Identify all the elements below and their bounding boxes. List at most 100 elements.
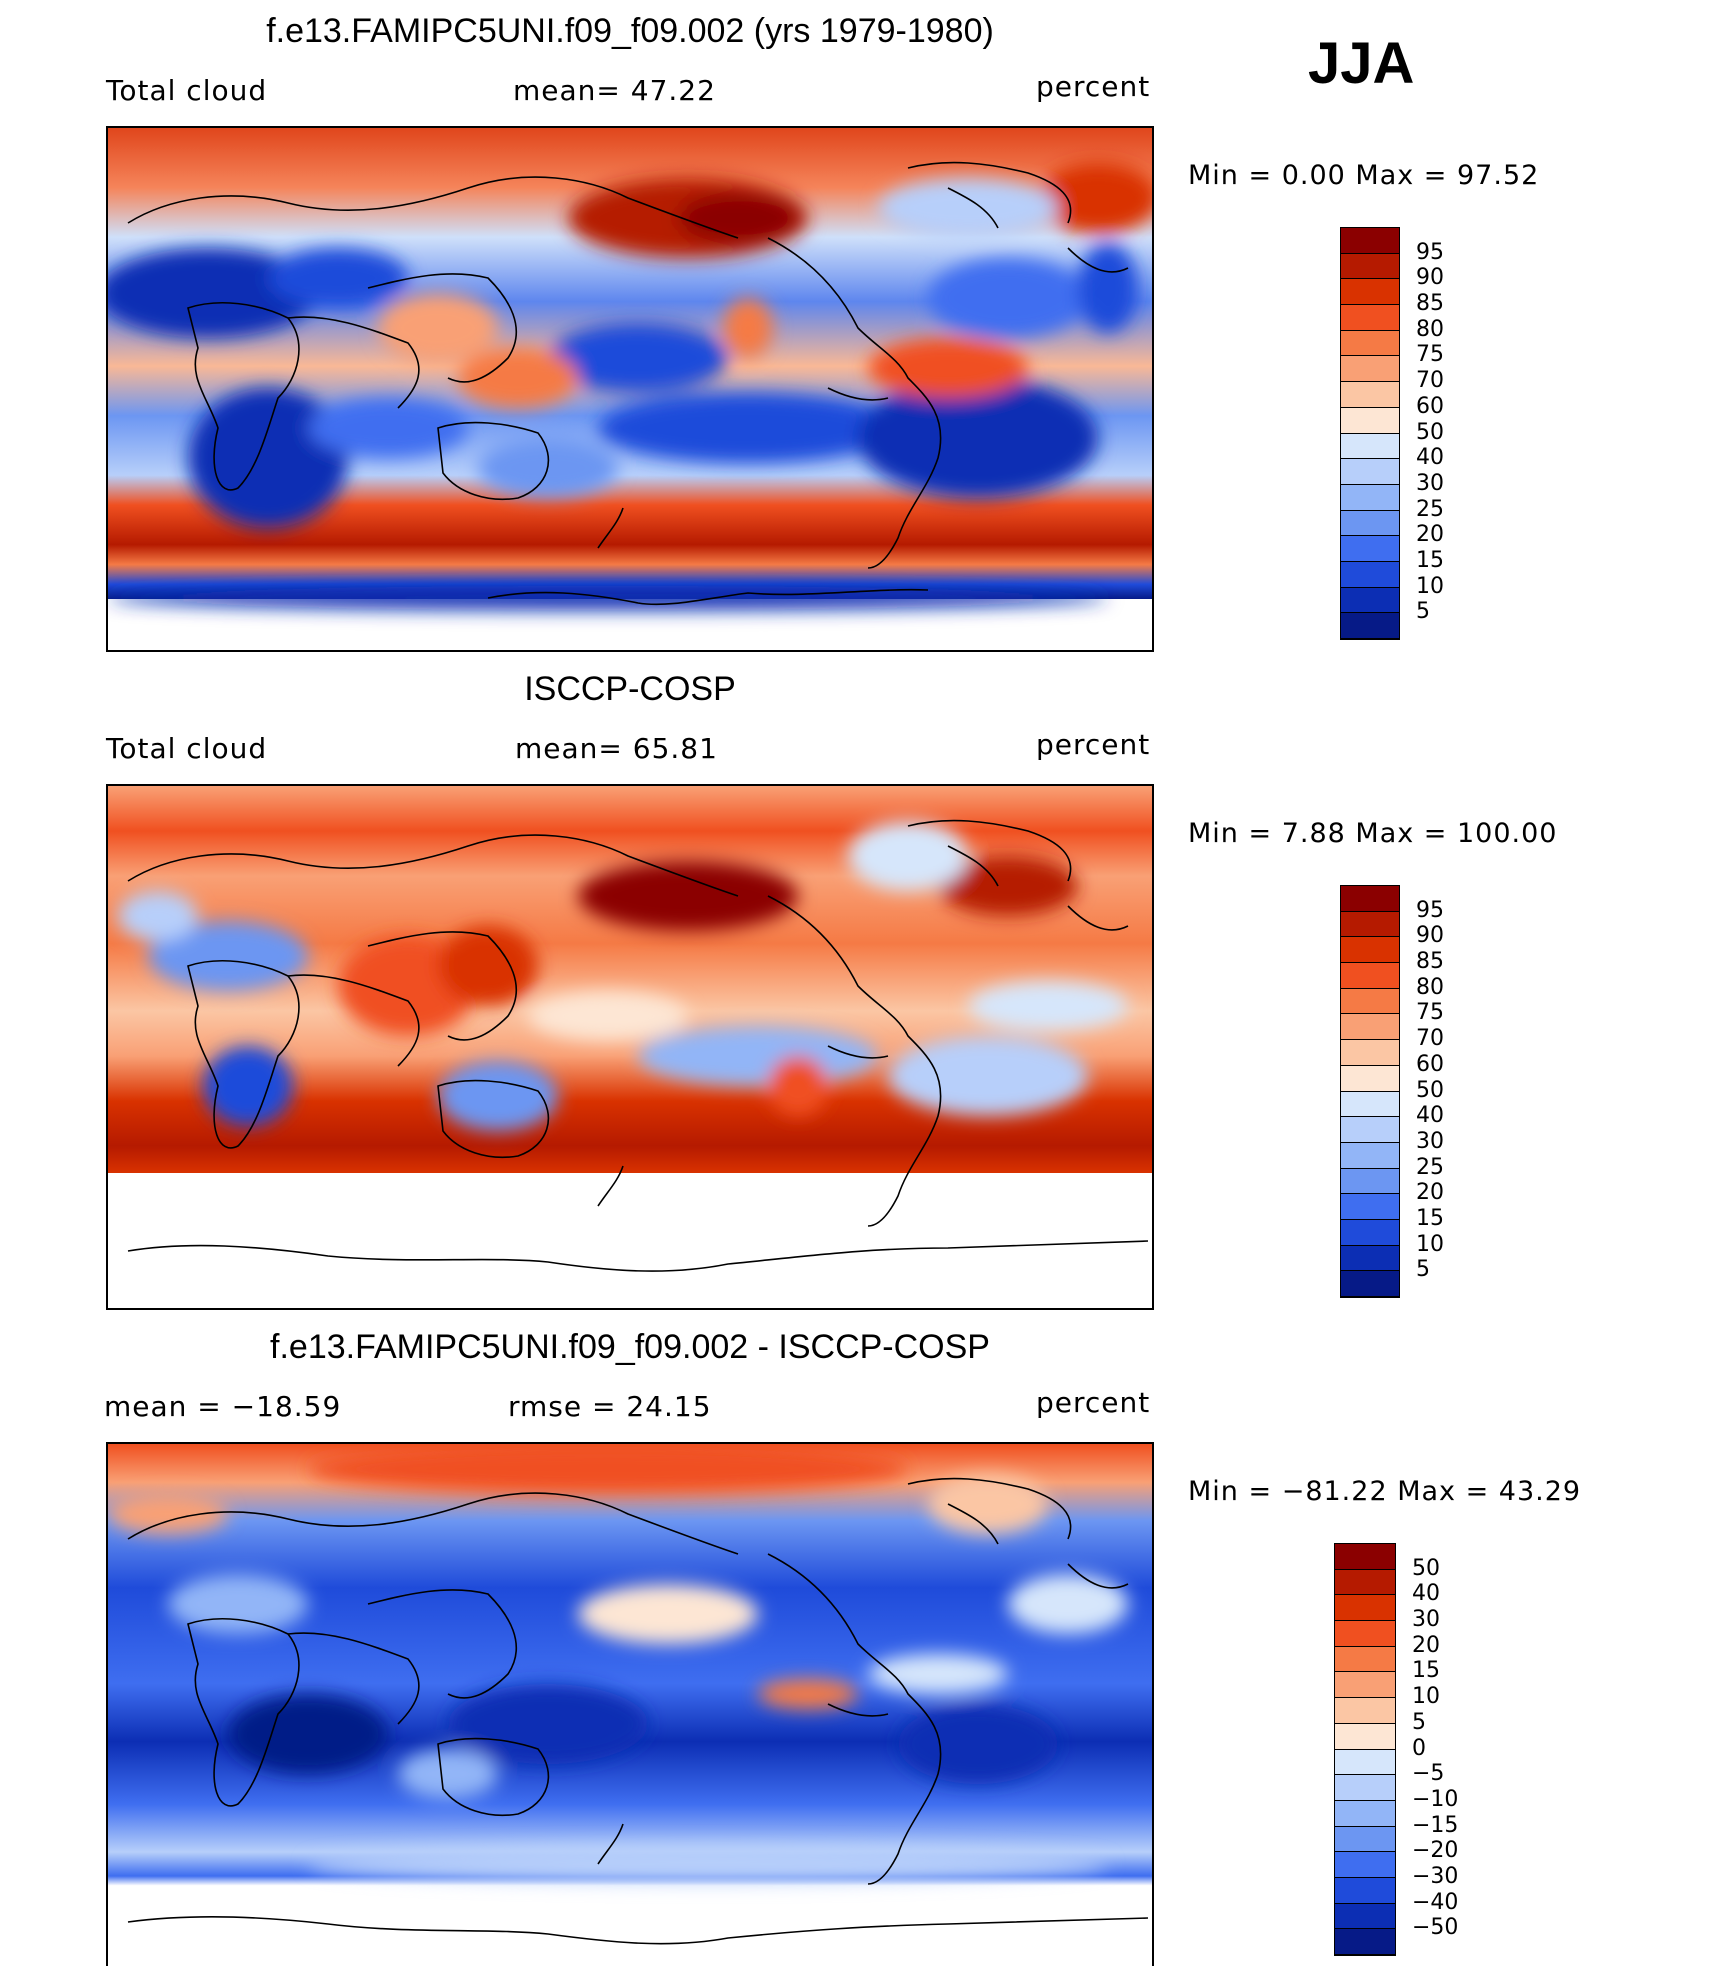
colorbar-swatch xyxy=(1341,407,1399,434)
colorbar-tick-label: 60 xyxy=(1416,393,1444,419)
panel-3-mean-label: mean = −18.59 xyxy=(104,1390,342,1423)
colorbar-swatch xyxy=(1341,279,1399,306)
colorbar-tick-label: 25 xyxy=(1416,1154,1444,1180)
panel-1-coastlines xyxy=(127,161,1129,606)
colorbar-swatch xyxy=(1341,1040,1399,1066)
colorbar-swatch xyxy=(1341,613,1399,639)
colorbar-tick-label: 75 xyxy=(1416,342,1444,368)
colorbar-swatch xyxy=(1335,1826,1395,1853)
colorbar-swatch xyxy=(1335,1595,1395,1622)
colorbar-tick-label: 15 xyxy=(1416,547,1444,573)
colorbar-swatch xyxy=(1335,1621,1395,1647)
panel-2-colorbar xyxy=(1340,885,1400,1298)
colorbar-swatch xyxy=(1341,1117,1399,1143)
colorbar-swatch xyxy=(1341,1219,1399,1246)
colorbar-tick-label: 60 xyxy=(1416,1051,1444,1077)
colorbar-swatch xyxy=(1341,305,1399,331)
panel-1-colorbar xyxy=(1340,227,1400,640)
colorbar-swatch xyxy=(1335,1646,1395,1673)
colorbar-swatch xyxy=(1335,1800,1395,1827)
colorbar-tick-label: 80 xyxy=(1416,974,1444,1000)
colorbar-swatch xyxy=(1341,1065,1399,1092)
panel-3-minmax-label: Min = −81.22 Max = 43.29 xyxy=(1188,1476,1582,1507)
colorbar-swatch xyxy=(1341,937,1399,964)
colorbar-tick-label: −50 xyxy=(1412,1915,1459,1941)
colorbar-tick-label: 15 xyxy=(1412,1658,1440,1684)
colorbar-swatch xyxy=(1341,1245,1399,1272)
colorbar-swatch xyxy=(1335,1903,1395,1930)
panel-3-rmse-label: rmse = 24.15 xyxy=(508,1390,712,1423)
colorbar-tick-label: 5 xyxy=(1412,1709,1426,1735)
colorbar-swatch xyxy=(1341,1091,1399,1118)
colorbar-tick-label: 0 xyxy=(1412,1735,1426,1761)
colorbar-swatch xyxy=(1341,459,1399,485)
colorbar-tick-label: 30 xyxy=(1416,470,1444,496)
panel-3-map xyxy=(106,1442,1154,1966)
colorbar-tick-label: 90 xyxy=(1416,923,1444,949)
colorbar-tick-label: 20 xyxy=(1412,1632,1440,1658)
colorbar-swatch xyxy=(1335,1569,1395,1596)
panel-2-units-label: percent xyxy=(1036,728,1151,761)
colorbar-tick-label: 40 xyxy=(1416,1103,1444,1129)
colorbar-tick-label: 80 xyxy=(1416,316,1444,342)
colorbar-swatch xyxy=(1335,1852,1395,1878)
colorbar-tick-label: 30 xyxy=(1412,1607,1440,1633)
colorbar-tick-label: 40 xyxy=(1416,445,1444,471)
colorbar-swatch xyxy=(1341,433,1399,460)
colorbar-tick-label: 85 xyxy=(1416,291,1444,317)
colorbar-swatch xyxy=(1335,1723,1395,1750)
panel-3-difference-field xyxy=(108,1444,1152,1945)
panel-1-variable-label: Total cloud xyxy=(106,74,268,107)
colorbar-tick-label: 75 xyxy=(1416,1000,1444,1026)
colorbar-tick-label: 95 xyxy=(1416,239,1444,265)
colorbar-tick-label: −10 xyxy=(1412,1786,1459,1812)
colorbar-tick-label: 25 xyxy=(1416,496,1444,522)
colorbar-swatch xyxy=(1341,510,1399,537)
colorbar-tick-label: −30 xyxy=(1412,1863,1459,1889)
colorbar-swatch xyxy=(1341,963,1399,989)
colorbar-tick-label: 10 xyxy=(1416,573,1444,599)
panel-2-minmax-label: Min = 7.88 Max = 100.00 xyxy=(1188,818,1558,849)
panel-1-title: f.e13.FAMIPC5UNI.f09_f09.002 (yrs 1979-1… xyxy=(266,12,994,50)
colorbar-swatch xyxy=(1341,536,1399,562)
panel-1-mean-label: mean= 47.22 xyxy=(513,74,716,107)
colorbar-tick-label: 5 xyxy=(1416,1257,1430,1283)
colorbar-tick-label: −5 xyxy=(1412,1761,1445,1787)
colorbar-swatch xyxy=(1341,988,1399,1015)
panel-1-minmax-label: Min = 0.00 Max = 97.52 xyxy=(1188,160,1540,191)
colorbar-swatch xyxy=(1335,1877,1395,1904)
colorbar-swatch xyxy=(1335,1775,1395,1801)
colorbar-tick-label: 90 xyxy=(1416,265,1444,291)
panel-3-colorbar xyxy=(1334,1543,1396,1956)
colorbar-swatch xyxy=(1341,911,1399,938)
colorbar-swatch xyxy=(1341,886,1399,912)
colorbar-swatch xyxy=(1341,484,1399,511)
colorbar-tick-label: 85 xyxy=(1416,949,1444,975)
colorbar-tick-label: 15 xyxy=(1416,1205,1444,1231)
panel-2-cloud-field xyxy=(108,786,1152,1272)
panel-1-cloud-field xyxy=(108,128,1152,624)
colorbar-tick-label: 10 xyxy=(1412,1684,1440,1710)
colorbar-tick-label: 20 xyxy=(1416,1180,1444,1206)
panel-2-variable-label: Total cloud xyxy=(106,732,268,765)
season-label: JJA xyxy=(1308,31,1415,96)
panel-2-title: ISCCP-COSP xyxy=(524,670,736,708)
colorbar-swatch xyxy=(1341,1271,1399,1297)
colorbar-tick-label: 50 xyxy=(1412,1555,1440,1581)
colorbar-swatch xyxy=(1341,356,1399,383)
panel-2-mean-label: mean= 65.81 xyxy=(515,732,718,765)
panel-3-units-label: percent xyxy=(1036,1386,1151,1419)
colorbar-tick-label: 20 xyxy=(1416,522,1444,548)
colorbar-tick-label: 95 xyxy=(1416,897,1444,923)
colorbar-swatch xyxy=(1335,1672,1395,1699)
panel-3-coastlines xyxy=(127,1477,1149,1945)
colorbar-swatch xyxy=(1341,561,1399,588)
colorbar-swatch xyxy=(1335,1749,1395,1776)
colorbar-swatch xyxy=(1341,587,1399,614)
colorbar-swatch xyxy=(1341,1194,1399,1220)
panel-2-map xyxy=(106,784,1154,1310)
panel-1-units-label: percent xyxy=(1036,70,1151,103)
colorbar-swatch xyxy=(1335,1929,1395,1955)
colorbar-swatch xyxy=(1341,330,1399,357)
colorbar-swatch xyxy=(1341,228,1399,254)
